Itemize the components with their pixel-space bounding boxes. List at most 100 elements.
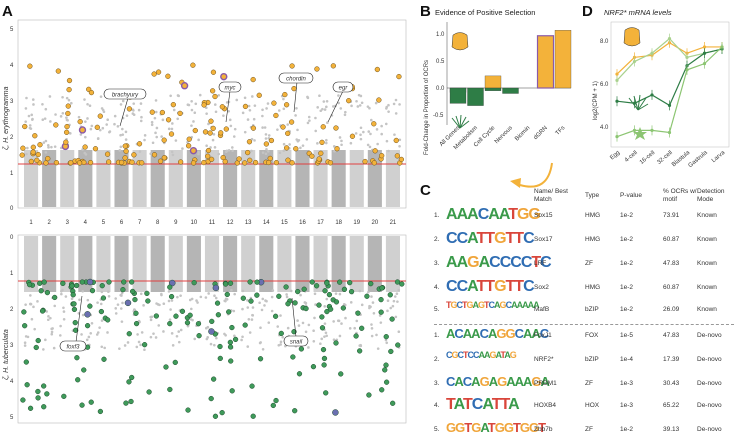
motif-number: 3. [434,380,440,387]
gray-point [344,110,347,114]
gray-point [81,289,85,293]
gray-density-top [96,150,111,207]
motif-letter: T [487,420,496,435]
gray-point [100,107,104,110]
gray-point [170,127,174,131]
gray-point [339,107,343,110]
gray-point [143,138,146,142]
gray-point [41,118,45,122]
gray-point [44,139,48,143]
gray-point [279,340,283,344]
gray-point [213,103,217,106]
gray-point [277,109,281,112]
significant-point [177,159,184,165]
ytick: 4 [10,379,14,385]
significant-point [87,159,94,166]
motif-table: Name/ Best Match Type P-value % OCRs w/ … [434,188,736,435]
significant-point [55,68,62,74]
gray-point [304,330,308,334]
motif-detection-mode: De-novo [697,402,722,409]
significant-point [333,340,339,346]
significant-point [184,320,191,326]
gray-point [161,118,165,122]
significant-point [246,139,253,145]
gray-point [29,302,32,306]
gray-density-bottom [24,236,39,292]
gray-point [213,343,216,347]
motif-letter: C [446,230,458,247]
significant-point [333,299,340,305]
motif-letter: C [456,300,463,310]
motif-number: 1. [434,212,440,219]
significant-point [318,150,324,156]
gray-point [195,299,198,302]
gene-label-chordin: chordin [286,77,306,83]
significant-point [105,317,111,323]
gray-point [121,133,125,136]
gray-point [139,292,143,296]
gray-point [47,146,50,149]
motif-number: 5. [434,306,440,313]
significant-point [88,399,94,405]
gray-point [24,107,28,110]
gray-point [375,333,378,337]
significant-point [247,157,253,163]
gray-point [276,128,279,131]
motif-name: PRDM1 [534,380,557,387]
gray-point [261,126,264,129]
gray-point [394,98,398,102]
gray-point [85,338,89,342]
gray-point [149,152,153,156]
gray-point [322,100,326,103]
significant-point [106,159,112,165]
chromosome-label: 19 [353,220,360,226]
x-label: Larva [711,150,727,165]
motif-detection-mode: De-novo [697,380,722,387]
gray-point [251,95,254,98]
gray-point [124,138,128,141]
significant-point [126,379,132,385]
motif-detection-mode: De-novo [697,332,722,339]
motif-logo: TGCTGAGTCAGCAAAAA [446,300,539,310]
motif-letter: G [494,420,505,435]
gray-point [113,122,116,126]
gray-point [233,292,236,296]
gray-point [211,138,215,142]
gray-point [232,135,236,138]
gray-point [362,130,365,134]
gray-point [299,293,302,297]
significant-point [63,129,70,135]
gray-point [227,148,231,152]
gray-point [169,94,172,98]
gray-point [386,299,390,302]
gray-point [177,330,181,333]
gray-point [316,142,319,145]
significant-point [151,152,158,158]
significant-point [320,124,326,130]
gray-point [284,344,287,348]
gray-point [32,103,35,106]
series-point [685,55,689,59]
gray-point [177,94,180,98]
gray-point [120,294,123,297]
gray-point [253,104,257,107]
gray-point [79,133,83,136]
chromosome-label: 7 [138,220,142,226]
significant-point [224,291,230,298]
motif-detection-mode: Known [697,260,717,267]
significant-point [144,290,150,297]
significant-point [222,158,228,165]
significant-point [22,123,28,130]
motif-number: 4. [434,284,440,291]
motif-letter: G [497,374,507,389]
gray-point [190,124,193,127]
motif-letter: A [467,206,479,223]
gray-point [29,294,32,297]
gray-density-bottom [295,236,310,292]
gray-point [358,104,362,107]
gray-point [32,305,35,309]
significant-point [129,374,135,381]
gray-point [355,99,358,103]
gray-point [397,288,401,292]
x-label: 16-cell [639,150,656,166]
